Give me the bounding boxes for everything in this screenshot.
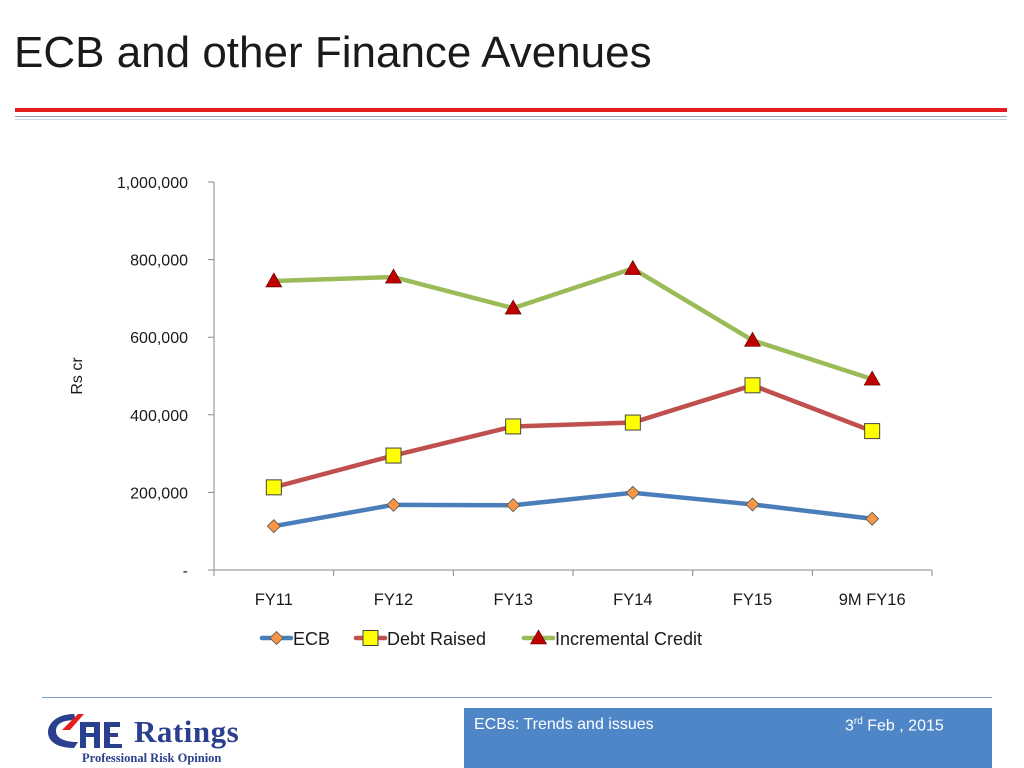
data-point-ecb [865, 511, 880, 526]
x-tick-label: FY13 [493, 591, 532, 609]
data-point-debt-raised [744, 377, 761, 394]
legend-label-debt-raised: Debt Raised [387, 629, 486, 649]
legend-label-ecb: ECB [293, 629, 330, 649]
x-tick-label: FY14 [613, 591, 652, 609]
data-point-debt-raised [505, 418, 522, 435]
legend-label-incremental-credit: Incremental Credit [555, 629, 702, 649]
footer-divider [42, 697, 992, 698]
legend-marker-incremental-credit [529, 629, 548, 645]
title-divider-light [15, 119, 1007, 120]
data-point-incremental-credit [504, 299, 522, 315]
y-tick-label: 1,000,000 [117, 175, 188, 192]
care-logo-mark-icon [48, 714, 122, 748]
y-tick-label: 400,000 [130, 408, 188, 425]
slide-title: ECB and other Finance Avenues [14, 28, 652, 77]
logo-wordmark: Ratings [134, 714, 240, 749]
y-tick-label: 800,000 [130, 253, 188, 270]
y-tick-label: 600,000 [130, 330, 188, 347]
data-point-ecb [386, 497, 401, 512]
x-tick-label: FY12 [374, 591, 413, 609]
y-tick-label: - [183, 563, 188, 580]
title-divider-blue [15, 116, 1007, 117]
footer-date-day: 3 [845, 717, 854, 735]
data-point-ecb [506, 498, 521, 513]
footer-date-rest: Feb , 2015 [862, 717, 944, 735]
data-point-ecb [745, 497, 760, 512]
y-axis-title: Rs cr [69, 357, 86, 395]
footer-date-suffix: rd [853, 716, 863, 727]
data-point-incremental-credit [624, 259, 642, 275]
series-line-incremental-credit [271, 266, 875, 382]
footer-date: 3rd Feb , 2015 [845, 716, 944, 735]
footer-presentation-title: ECBs: Trends and issues [474, 716, 654, 733]
logo-tagline: Professional Risk Opinion [82, 751, 222, 765]
data-point-incremental-credit [265, 272, 283, 288]
series-line-ecb [271, 490, 875, 529]
legend-marker-debt-raised [362, 630, 379, 646]
data-point-ecb [625, 485, 640, 500]
data-point-debt-raised [624, 414, 641, 431]
series-line-debt-raised [271, 383, 875, 490]
data-point-debt-raised [864, 423, 881, 440]
x-tick-label: 9M FY16 [839, 591, 906, 609]
data-point-debt-raised [385, 447, 402, 464]
x-tick-label: FY11 [255, 591, 293, 609]
legend-marker-ecb [269, 630, 284, 646]
data-point-debt-raised [265, 479, 282, 496]
title-divider-red [15, 108, 1007, 112]
line-chart: - 200,000 400,000 600,000 800,000 1,000,000 FY… [69, 175, 933, 649]
data-point-incremental-credit [384, 268, 403, 284]
care-ratings-logo: Ratings Professional Risk Opinion [44, 708, 274, 768]
data-point-incremental-credit [743, 331, 762, 347]
data-point-incremental-credit [863, 370, 881, 386]
y-tick-label: 200,000 [130, 485, 188, 502]
data-point-ecb [266, 519, 281, 534]
x-tick-label: FY15 [733, 591, 772, 609]
footer-banner: ECBs: Trends and issues 3rd Feb , 2015 [464, 708, 992, 768]
